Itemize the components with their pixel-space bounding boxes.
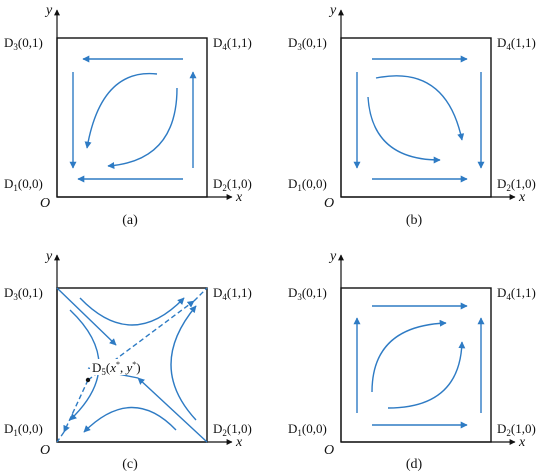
corner-label-d3: D3(0,1) (4, 285, 43, 302)
panel-caption: (b) (406, 213, 423, 228)
saddle-point-label: D5(x*, y*) (92, 360, 141, 377)
corner-label-d4: D4(1,1) (497, 285, 536, 302)
stable-manifold-lower (137, 377, 208, 443)
corner-label-d3: D3(0,1) (288, 285, 327, 302)
y-axis-label: y (44, 3, 53, 18)
hyperbola-bottom (83, 406, 177, 433)
y-axis-label: y (328, 249, 337, 264)
panel-c: x y O D3(0,1) D4(1,1) D1(0,0) D2(1,0) D5… (4, 249, 252, 472)
corner-label-d4: D4(1,1) (213, 35, 252, 52)
corner-label-d4: D4(1,1) (213, 285, 252, 302)
panel-d: x y O D3(0,1) D4(1,1) D1(0,0) D2(1,0) (d… (288, 249, 536, 472)
x-axis-label: x (235, 190, 243, 205)
trajectory-curve-lower (387, 341, 466, 409)
unstable-manifold-upper (87, 300, 195, 381)
panel-caption: (a) (122, 213, 138, 228)
x-axis-label: x (518, 190, 526, 205)
corner-label-d1: D1(0,0) (4, 421, 43, 438)
y-axis-label: y (328, 3, 337, 18)
origin-label: O (40, 196, 50, 211)
unit-square (340, 37, 492, 198)
trajectory-curve-lower (367, 96, 441, 164)
panel-caption: (c) (122, 457, 138, 472)
hyperbola-top (79, 297, 185, 326)
unit-square (56, 287, 208, 443)
hyperbola-right (170, 305, 197, 421)
corner-label-d2: D2(1,0) (497, 176, 536, 193)
corner-label-d1: D1(0,0) (288, 421, 327, 438)
trajectory-curve-upper (371, 319, 447, 393)
corner-label-d3: D3(0,1) (4, 35, 43, 52)
panel-caption: (d) (406, 457, 423, 472)
trajectory-curve-lower (107, 87, 178, 170)
panel-a: x y O D3(0,1) D4(1,1) D1(0,0) D2(1,0) (a… (4, 3, 252, 228)
unstable-manifold-lower (63, 379, 89, 433)
unstable-manifold-extension (193, 287, 208, 302)
origin-label: O (40, 443, 50, 458)
corner-label-d1: D1(0,0) (4, 176, 43, 193)
trajectory-curve-upper (375, 75, 465, 141)
corner-label-d4: D4(1,1) (497, 35, 536, 52)
y-axis-label: y (44, 249, 53, 264)
unstable-manifold-lower-extension (56, 431, 65, 443)
x-axis-label: x (235, 435, 243, 450)
unit-square (340, 287, 492, 443)
panel-b: x y O D3(0,1) D4(1,1) D1(0,0) D2(1,0) (b… (288, 3, 536, 228)
origin-label: O (324, 443, 334, 458)
unit-square (56, 37, 208, 198)
corner-label-d2: D2(1,0) (497, 421, 536, 438)
saddle-label-backdrop (90, 359, 152, 375)
origin-label: O (324, 196, 334, 211)
trajectory-curve-upper (84, 72, 158, 149)
stable-manifold-upper (56, 287, 117, 346)
corner-label-d1: D1(0,0) (288, 176, 327, 193)
corner-label-d2: D2(1,0) (213, 421, 252, 438)
saddle-point (85, 377, 91, 383)
corner-label-d2: D2(1,0) (213, 176, 252, 193)
x-axis-label: x (518, 435, 526, 450)
corner-label-d3: D3(0,1) (288, 35, 327, 52)
